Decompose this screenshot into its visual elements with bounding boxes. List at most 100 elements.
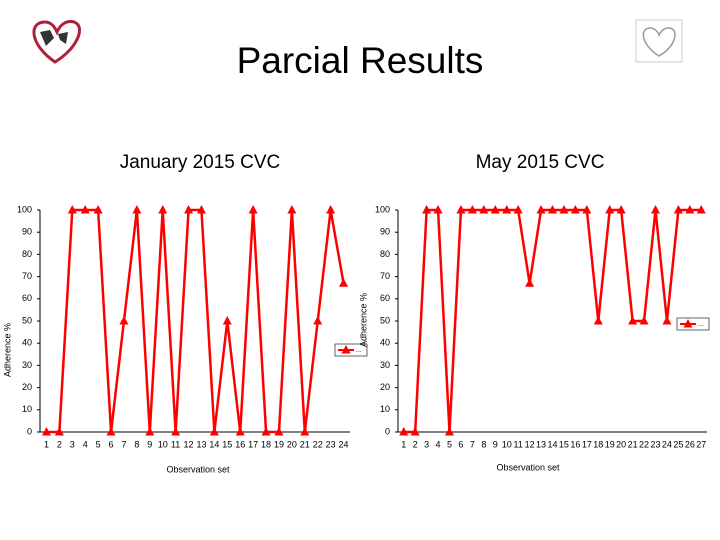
x-tick-label: 4 bbox=[83, 439, 88, 449]
data-point bbox=[582, 205, 592, 214]
logo-left bbox=[32, 20, 81, 64]
y-tick-label: 10 bbox=[22, 404, 32, 414]
data-point bbox=[593, 316, 603, 325]
data-point bbox=[696, 205, 706, 214]
data-point bbox=[261, 427, 271, 436]
data-point bbox=[628, 316, 638, 325]
legend-label: ... bbox=[356, 347, 362, 354]
x-axis-label: Observation set bbox=[496, 462, 560, 472]
y-tick-label: 90 bbox=[380, 227, 390, 237]
x-tick-label: 11 bbox=[513, 439, 522, 449]
data-point bbox=[548, 205, 557, 214]
y-tick-label: 20 bbox=[22, 382, 32, 392]
data-point bbox=[570, 205, 580, 214]
data-point bbox=[326, 205, 336, 214]
x-tick-label: 10 bbox=[502, 439, 512, 449]
x-tick-label: 9 bbox=[493, 439, 498, 449]
data-point bbox=[209, 427, 219, 436]
x-tick-label: 8 bbox=[481, 439, 486, 449]
heart-logo bbox=[642, 27, 676, 57]
data-point bbox=[662, 316, 672, 325]
x-tick-label: 21 bbox=[300, 439, 310, 449]
data-point bbox=[132, 205, 142, 214]
x-tick-label: 22 bbox=[313, 439, 323, 449]
x-tick-label: 13 bbox=[196, 439, 206, 449]
data-point bbox=[119, 316, 129, 325]
data-point bbox=[196, 205, 206, 214]
x-tick-label: 7 bbox=[470, 439, 475, 449]
data-point bbox=[67, 205, 77, 214]
y-tick-label: 30 bbox=[22, 360, 32, 370]
x-tick-label: 8 bbox=[134, 439, 139, 449]
data-point bbox=[184, 205, 194, 214]
x-tick-label: 21 bbox=[628, 439, 638, 449]
x-tick-label: 18 bbox=[261, 439, 271, 449]
x-tick-label: 14 bbox=[547, 439, 557, 449]
x-tick-label: 20 bbox=[616, 439, 626, 449]
x-tick-label: 12 bbox=[184, 439, 194, 449]
y-tick-label: 100 bbox=[375, 204, 390, 214]
data-point bbox=[274, 427, 284, 436]
x-tick-label: 23 bbox=[650, 439, 660, 449]
x-tick-label: 2 bbox=[57, 439, 62, 449]
data-point bbox=[158, 205, 168, 214]
data-point bbox=[287, 205, 297, 214]
y-tick-label: 100 bbox=[17, 204, 32, 214]
data-point bbox=[222, 316, 232, 325]
x-tick-label: 3 bbox=[424, 439, 429, 449]
x-tick-label: 6 bbox=[458, 439, 463, 449]
y-axis-label: Adherence % bbox=[2, 323, 12, 377]
x-tick-label: 6 bbox=[109, 439, 114, 449]
x-tick-label: 24 bbox=[662, 439, 672, 449]
x-tick-label: 7 bbox=[121, 439, 126, 449]
y-tick-label: 0 bbox=[385, 426, 390, 436]
x-tick-label: 10 bbox=[158, 439, 168, 449]
x-tick-label: 13 bbox=[536, 439, 546, 449]
x-tick-label: 27 bbox=[696, 439, 706, 449]
heart-logo bbox=[32, 20, 81, 64]
y-tick-label: 60 bbox=[22, 293, 32, 303]
chart-title: May 2015 CVC bbox=[476, 152, 605, 173]
y-tick-label: 80 bbox=[380, 249, 390, 259]
slide-title: Parcial Results bbox=[237, 40, 484, 81]
data-point bbox=[536, 205, 546, 214]
data-point bbox=[54, 427, 64, 436]
data-point bbox=[171, 427, 181, 436]
logo-shape bbox=[40, 30, 68, 46]
data-point bbox=[41, 427, 51, 436]
data-point bbox=[145, 427, 155, 436]
x-tick-label: 23 bbox=[326, 439, 336, 449]
x-tick-label: 1 bbox=[401, 439, 406, 449]
data-point bbox=[399, 427, 409, 436]
y-tick-label: 60 bbox=[380, 293, 390, 303]
data-point bbox=[685, 205, 695, 214]
data-point bbox=[235, 427, 245, 436]
data-point bbox=[313, 316, 323, 325]
data-point bbox=[651, 205, 660, 214]
y-tick-label: 90 bbox=[22, 227, 32, 237]
data-point bbox=[525, 278, 535, 287]
y-tick-label: 70 bbox=[380, 271, 390, 281]
y-tick-label: 30 bbox=[380, 360, 390, 370]
data-point bbox=[445, 427, 454, 436]
y-tick-label: 50 bbox=[380, 315, 390, 325]
x-tick-label: 4 bbox=[436, 439, 441, 449]
data-point bbox=[605, 205, 615, 214]
x-tick-label: 14 bbox=[209, 439, 219, 449]
y-tick-label: 50 bbox=[22, 315, 32, 325]
data-point bbox=[490, 205, 500, 214]
x-tick-label: 18 bbox=[593, 439, 603, 449]
x-tick-label: 5 bbox=[447, 439, 452, 449]
data-point bbox=[410, 427, 420, 436]
x-tick-label: 12 bbox=[525, 439, 535, 449]
legend-marker bbox=[341, 345, 351, 354]
data-point bbox=[300, 427, 310, 436]
x-tick-label: 24 bbox=[339, 439, 349, 449]
y-tick-label: 40 bbox=[380, 338, 390, 348]
data-point bbox=[616, 205, 626, 214]
x-tick-label: 15 bbox=[222, 439, 232, 449]
x-tick-label: 17 bbox=[248, 439, 258, 449]
y-axis-label: Adherence % bbox=[358, 293, 368, 347]
